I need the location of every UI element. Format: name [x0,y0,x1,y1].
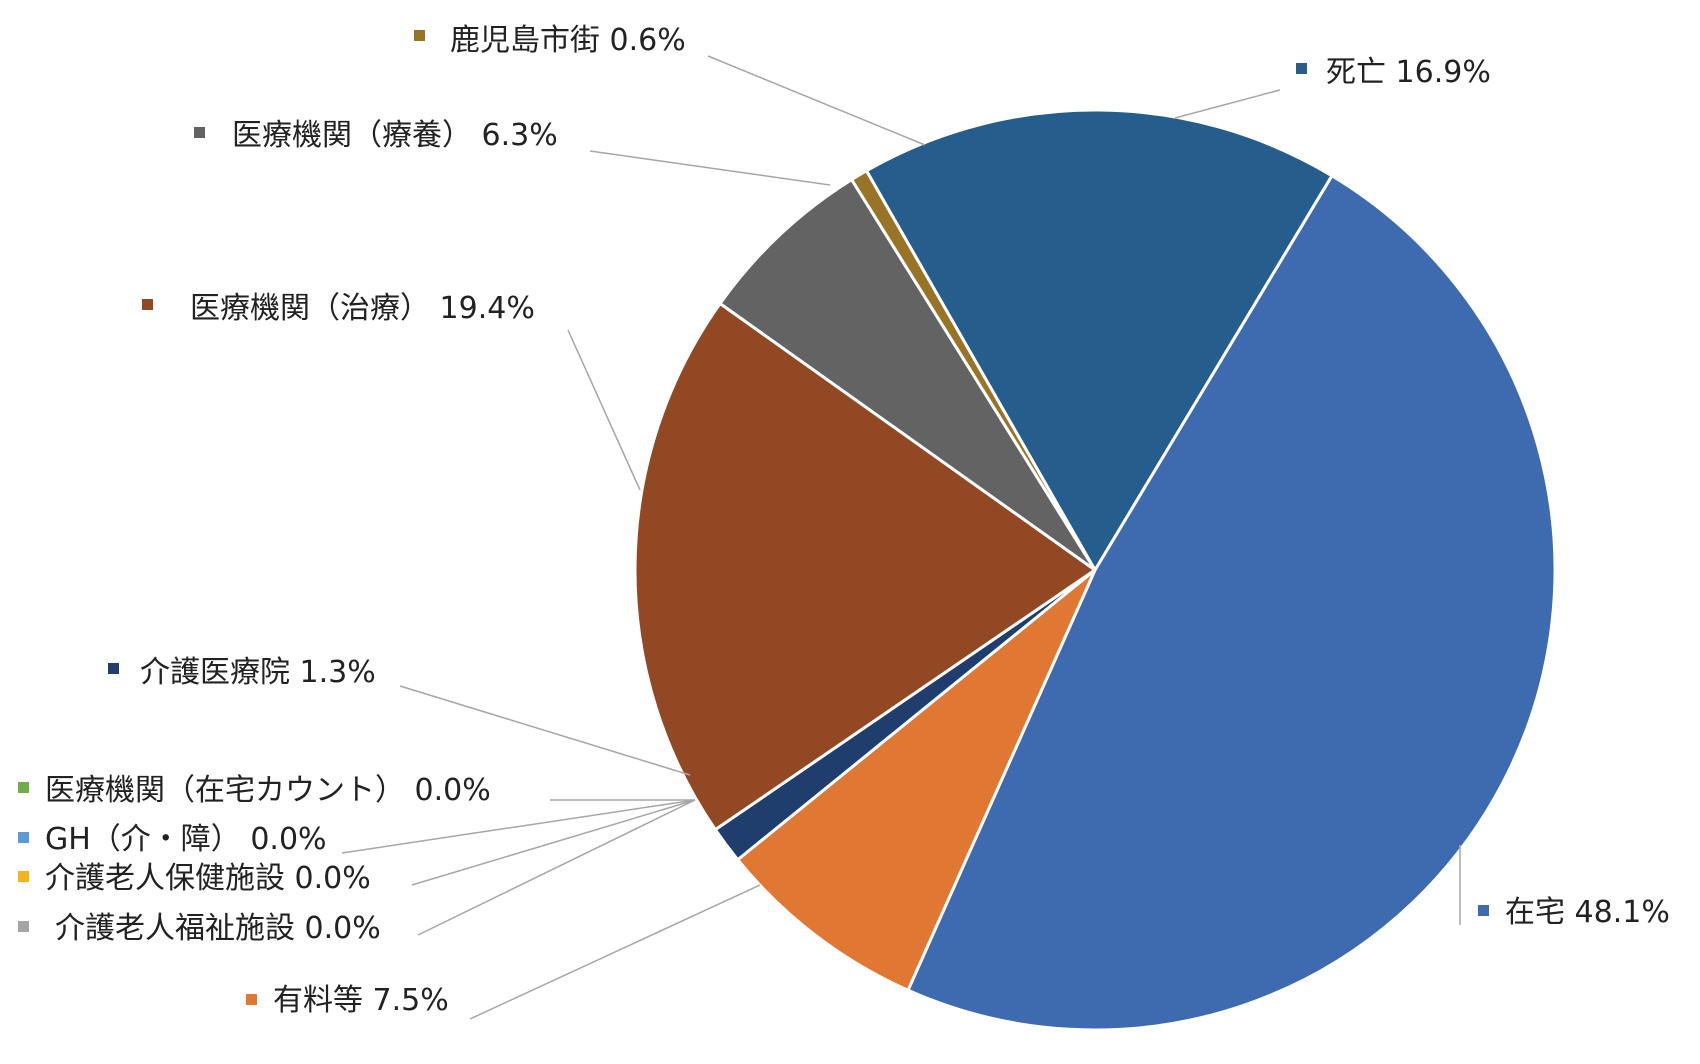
legend-key [1296,63,1307,74]
data-label: 介護老人福祉施設 0.0% [55,911,381,946]
legend-key [246,994,257,1005]
pie-slice [865,108,1334,572]
pie-slice [718,178,1097,572]
legend-key [1478,905,1489,916]
legend-key [18,782,29,793]
leader-line [707,55,926,146]
legend-key [414,30,425,41]
pie-slice [736,568,1097,992]
data-label: 医療機関（治療） 19.4% [190,291,535,326]
data-label: 死亡 16.9% [1326,55,1491,90]
leader-line [399,685,691,776]
legend-key [18,832,29,843]
leader-line [567,329,641,491]
data-label: GH（介・障） 0.0% [45,822,327,857]
leader-lines [341,55,1461,1020]
legend-key [194,127,205,138]
legend-key [18,921,29,932]
legend-key [142,299,153,310]
pie-slice [633,301,1097,832]
leader-line [417,799,696,936]
leader-line [469,884,761,1020]
data-label: 介護老人保健施設 0.0% [45,861,371,896]
data-label: 鹿児島市街 0.6% [450,23,686,58]
leader-line [411,799,696,886]
pie-slice [906,174,1557,1032]
leader-line [341,799,696,854]
pie-slices [633,108,1557,1032]
leader-line [1174,89,1281,119]
legend-key [18,871,29,882]
data-label: 医療機関（在宅カウント） 0.0% [45,773,491,808]
data-labels: 在宅 48.1% 有料等 7.5% 介護老人福祉施設 0.0% 介護老人保健施設 0.… [18,23,1670,1018]
data-label: 医療機関（療養） 6.3% [232,118,558,153]
data-label: 介護医療院 1.3% [140,655,376,690]
legend-key [108,663,119,674]
data-label: 在宅 48.1% [1505,895,1670,930]
leader-line [589,150,831,186]
data-label: 有料等 7.5% [273,983,449,1018]
